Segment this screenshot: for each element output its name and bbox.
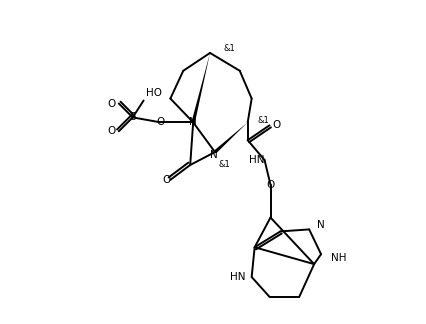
Text: O: O <box>108 126 116 136</box>
Text: NH: NH <box>331 253 346 263</box>
Text: O: O <box>156 117 164 127</box>
Text: O: O <box>162 175 170 185</box>
Text: N: N <box>210 150 218 160</box>
Text: N: N <box>189 117 197 127</box>
Text: O: O <box>272 120 281 130</box>
Text: &1: &1 <box>219 160 231 169</box>
Text: HO: HO <box>146 87 161 98</box>
Text: O: O <box>108 98 116 109</box>
Polygon shape <box>214 122 248 153</box>
Text: &1: &1 <box>258 116 269 125</box>
Polygon shape <box>191 53 210 123</box>
Text: &1: &1 <box>224 44 236 53</box>
Text: N: N <box>317 220 325 230</box>
Text: HN: HN <box>249 155 265 165</box>
Text: O: O <box>266 180 275 190</box>
Text: S: S <box>130 112 136 122</box>
Text: HN: HN <box>230 272 246 282</box>
